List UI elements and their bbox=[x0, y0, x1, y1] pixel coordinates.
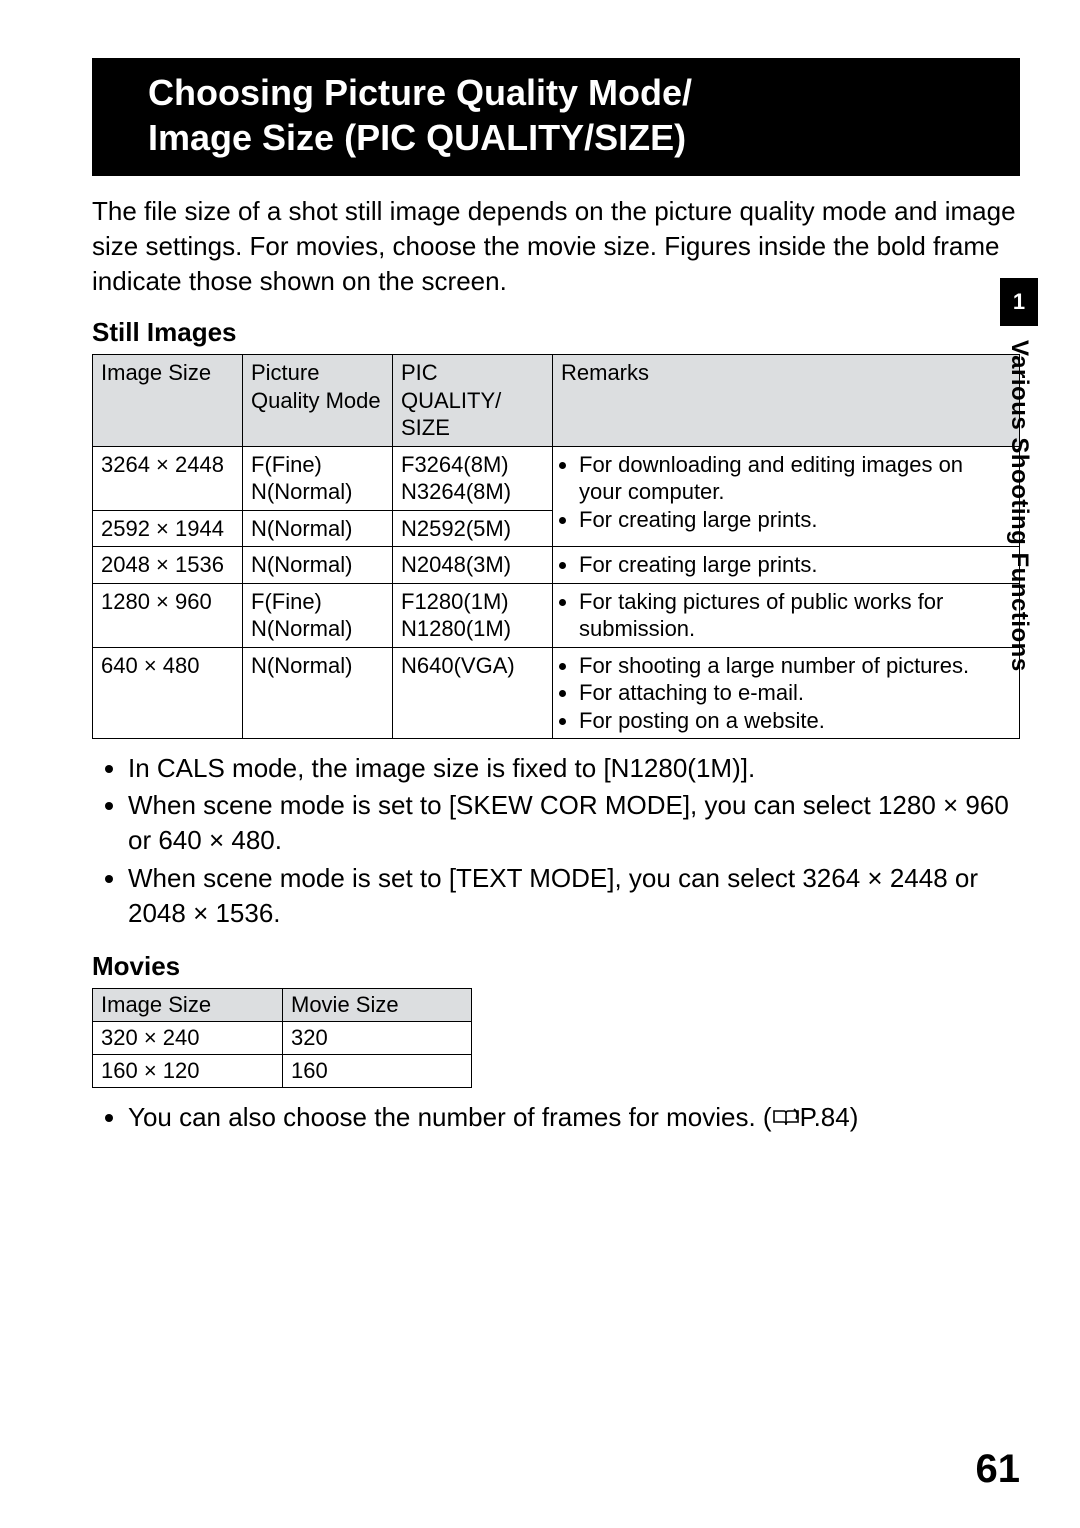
remark-item: For attaching to e-mail. bbox=[579, 679, 1011, 707]
heading-line1: Choosing Picture Quality Mode/ bbox=[148, 72, 692, 113]
note-item: In CALS mode, the image size is fixed to… bbox=[128, 751, 1020, 786]
remark-item: For shooting a large number of pictures. bbox=[579, 652, 1011, 680]
cell-image-size: 3264 × 2448 bbox=[93, 446, 243, 510]
cell-pqm: F(Fine)N(Normal) bbox=[243, 583, 393, 647]
cell-pqsize: N2048(3M) bbox=[393, 547, 553, 584]
manual-page: Choosing Picture Quality Mode/ Image Siz… bbox=[0, 0, 1080, 1528]
side-tab-number: 1 bbox=[1000, 278, 1038, 326]
cell-pqsize: N640(VGA) bbox=[393, 647, 553, 739]
movies-subhead: Movies bbox=[92, 951, 1020, 982]
remark-item: For downloading and editing images on yo… bbox=[579, 451, 1011, 506]
col-header-picture-quality-mode: Picture Quality Mode bbox=[243, 355, 393, 447]
table-row: 2048 × 1536 N(Normal) N2048(3M) For crea… bbox=[93, 547, 1020, 584]
table-row: 160 × 120 160 bbox=[93, 1054, 472, 1087]
note-item: When scene mode is set to [SKEW COR MODE… bbox=[128, 788, 1020, 858]
still-notes-list: In CALS mode, the image size is fixed to… bbox=[92, 751, 1020, 930]
cell-pqsize: F3264(8M)N3264(8M) bbox=[393, 446, 553, 510]
cell-remarks: For shooting a large number of pictures.… bbox=[553, 647, 1020, 739]
cell-image-size: 1280 × 960 bbox=[93, 583, 243, 647]
still-table-body: 3264 × 2448 F(Fine)N(Normal) F3264(8M)N3… bbox=[93, 446, 1020, 739]
col-header-image-size: Image Size bbox=[93, 355, 243, 447]
movies-table: Image Size Movie Size 320 × 240 320 160 … bbox=[92, 988, 472, 1088]
movies-notes-list: You can also choose the number of frames… bbox=[92, 1100, 1020, 1135]
still-images-subhead: Still Images bbox=[92, 317, 1020, 348]
col-header-image-size: Image Size bbox=[93, 988, 283, 1021]
remark-item: For creating large prints. bbox=[579, 506, 1011, 534]
cell-image-size: 2592 × 1944 bbox=[93, 510, 243, 547]
cell-image-size: 640 × 480 bbox=[93, 647, 243, 739]
reference-icon bbox=[772, 1107, 800, 1129]
heading-line2: Image Size (PIC QUALITY/SIZE) bbox=[148, 117, 686, 158]
cell-pqm: N(Normal) bbox=[243, 547, 393, 584]
cell-pqm: F(Fine)N(Normal) bbox=[243, 446, 393, 510]
col-header-remarks: Remarks bbox=[553, 355, 1020, 447]
cell-image-size: 320 × 240 bbox=[93, 1021, 283, 1054]
cell-remarks: For downloading and editing images on yo… bbox=[553, 446, 1020, 547]
movies-note-ref: P.84) bbox=[800, 1102, 859, 1132]
side-tab: 1 Various Shooting Functions bbox=[1000, 278, 1038, 672]
remark-item: For creating large prints. bbox=[579, 551, 1011, 579]
intro-paragraph: The file size of a shot still image depe… bbox=[92, 194, 1020, 299]
cell-pqsize: N2592(5M) bbox=[393, 510, 553, 547]
cell-movie-size: 320 bbox=[283, 1021, 472, 1054]
movies-note-prefix: You can also choose the number of frames… bbox=[128, 1102, 772, 1132]
side-tab-label: Various Shooting Functions bbox=[1005, 340, 1033, 672]
table-row: 320 × 240 320 bbox=[93, 1021, 472, 1054]
cell-image-size: 160 × 120 bbox=[93, 1054, 283, 1087]
col-header-movie-size: Movie Size bbox=[283, 988, 472, 1021]
cell-movie-size: 160 bbox=[283, 1054, 472, 1087]
remark-item: For posting on a website. bbox=[579, 707, 1011, 735]
heading-left-tab bbox=[92, 58, 132, 176]
cell-image-size: 2048 × 1536 bbox=[93, 547, 243, 584]
col-header-pic-quality-size: PIC QUALITY/SIZE bbox=[393, 355, 553, 447]
note-item: When scene mode is set to [TEXT MODE], y… bbox=[128, 861, 1020, 931]
cell-pqm: N(Normal) bbox=[243, 647, 393, 739]
table-row: 3264 × 2448 F(Fine)N(Normal) F3264(8M)N3… bbox=[93, 446, 1020, 510]
table-row: 640 × 480 N(Normal) N640(VGA) For shooti… bbox=[93, 647, 1020, 739]
cell-remarks: For taking pictures of public works for … bbox=[553, 583, 1020, 647]
page-number: 61 bbox=[976, 1447, 1021, 1492]
cell-remarks: For creating large prints. bbox=[553, 547, 1020, 584]
cell-pqm: N(Normal) bbox=[243, 510, 393, 547]
note-item: You can also choose the number of frames… bbox=[128, 1100, 1020, 1135]
section-heading: Choosing Picture Quality Mode/ Image Siz… bbox=[92, 58, 1020, 176]
table-row: 1280 × 960 F(Fine)N(Normal) F1280(1M)N12… bbox=[93, 583, 1020, 647]
still-images-table: Image Size Picture Quality Mode PIC QUAL… bbox=[92, 354, 1020, 739]
cell-pqsize: F1280(1M)N1280(1M) bbox=[393, 583, 553, 647]
heading-bar: Choosing Picture Quality Mode/ Image Siz… bbox=[132, 58, 1020, 176]
remark-item: For taking pictures of public works for … bbox=[579, 588, 1011, 643]
